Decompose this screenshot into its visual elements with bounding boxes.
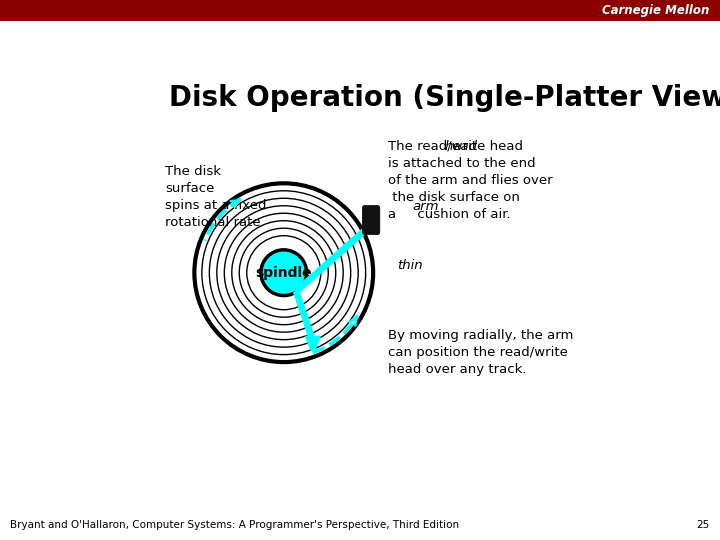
Text: By moving radially, the arm
can position the read/write
head over any track.: By moving radially, the arm can position… (387, 329, 573, 376)
Text: The read/write head
is attached to the end
of the arm and flies over
 the disk s: The read/write head is attached to the e… (387, 140, 552, 221)
Polygon shape (305, 336, 320, 350)
Text: Disk Operation (Single-Platter View): Disk Operation (Single-Platter View) (169, 84, 720, 112)
Polygon shape (294, 291, 315, 342)
Text: The disk
surface
spins at a fixed
rotational rate: The disk surface spins at a fixed rotati… (166, 165, 266, 228)
Text: Carnegie Mellon: Carnegie Mellon (602, 4, 709, 17)
Text: Bryant and O'Hallaron, Computer Systems: A Programmer's Perspective, Third Editi: Bryant and O'Hallaron, Computer Systems:… (10, 520, 459, 530)
FancyBboxPatch shape (362, 206, 380, 234)
Text: arm: arm (413, 199, 438, 213)
Text: spindle: spindle (256, 266, 312, 280)
Polygon shape (369, 216, 373, 231)
Text: 25: 25 (697, 520, 710, 530)
Text: head: head (445, 140, 477, 153)
Circle shape (261, 250, 307, 295)
Circle shape (194, 183, 373, 362)
Text: thin: thin (397, 259, 423, 272)
Polygon shape (294, 223, 373, 293)
